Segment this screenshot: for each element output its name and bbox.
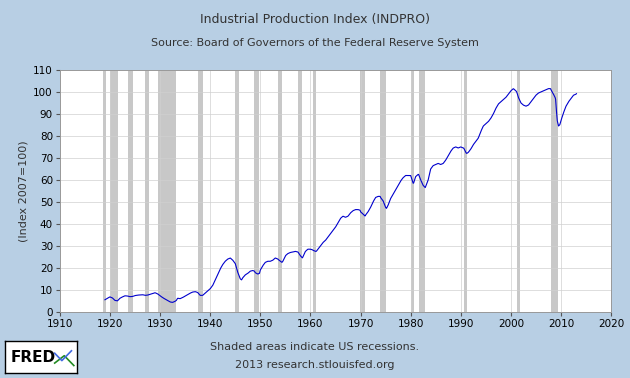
- Bar: [360, 70, 365, 312]
- Bar: [517, 70, 520, 312]
- Text: 2013 research.stlouisfed.org: 2013 research.stlouisfed.org: [235, 360, 395, 370]
- Bar: [464, 70, 467, 312]
- Bar: [411, 70, 413, 312]
- Bar: [278, 70, 282, 312]
- Bar: [158, 70, 176, 312]
- Bar: [103, 70, 106, 312]
- Bar: [418, 70, 425, 312]
- Bar: [299, 70, 302, 312]
- Bar: [235, 70, 239, 312]
- Bar: [128, 70, 133, 312]
- Bar: [551, 70, 558, 312]
- Text: Industrial Production Index (INDPRO): Industrial Production Index (INDPRO): [200, 13, 430, 26]
- Y-axis label: (Index 2007=100): (Index 2007=100): [19, 140, 29, 242]
- Bar: [380, 70, 386, 312]
- Bar: [198, 70, 203, 312]
- Bar: [255, 70, 260, 312]
- Bar: [110, 70, 118, 312]
- Text: FRED: FRED: [11, 350, 56, 365]
- Bar: [145, 70, 149, 312]
- Text: Shaded areas indicate US recessions.: Shaded areas indicate US recessions.: [210, 342, 420, 352]
- Bar: [312, 70, 316, 312]
- Text: Source: Board of Governors of the Federal Reserve System: Source: Board of Governors of the Federa…: [151, 38, 479, 48]
